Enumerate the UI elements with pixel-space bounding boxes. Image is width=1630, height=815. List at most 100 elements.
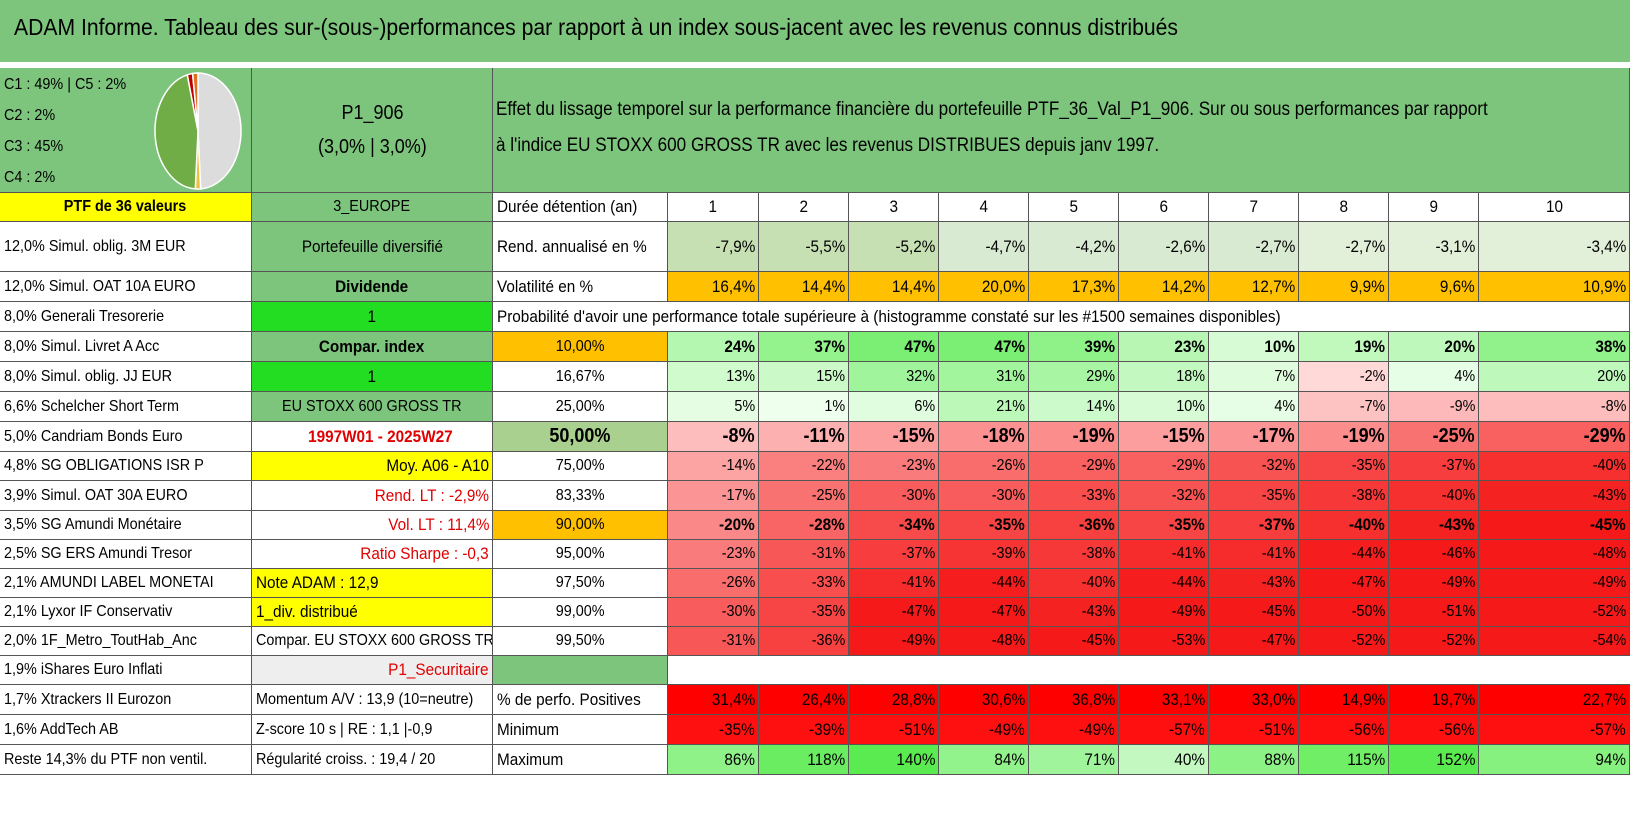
probability-value-text: -40% (1592, 457, 1626, 474)
maximum-value-text: 152% (1435, 749, 1475, 769)
probability-value: -40% (1299, 511, 1389, 540)
probability-value: -38% (1299, 481, 1389, 511)
probability-value: -37% (849, 540, 939, 569)
probability-value: 37% (759, 332, 849, 362)
pie-slice-c3 (154, 73, 199, 190)
return-value-text: -5,5% (805, 236, 845, 256)
return-value: -5,5% (759, 222, 849, 272)
compare-index-label: Compar. index (252, 332, 493, 362)
year-header: 4 (939, 193, 1029, 222)
probability-value-text: -23% (721, 545, 755, 562)
probability-value-text: 29% (1086, 367, 1115, 385)
probability-value-text: -25% (811, 486, 845, 504)
probability-value-text: -2% (1359, 367, 1385, 385)
threshold-pct: 97,50% (493, 569, 668, 598)
minimum-value: -56% (1299, 715, 1389, 745)
probability-value: -11% (759, 422, 849, 452)
probability-value: -18% (939, 422, 1029, 452)
probability-value: -35% (1209, 481, 1299, 511)
threshold-pct-text: 95,00% (555, 545, 605, 562)
probability-value-text: -15% (1162, 425, 1205, 447)
probability-value: -30% (849, 481, 939, 511)
holding-row: 12,0% Simul. OAT 10A EURO (0, 272, 252, 302)
maximum-value-text: 40% (1174, 749, 1205, 769)
probability-value-text: -19% (1342, 425, 1385, 447)
momentum-info: Momentum A/V : 13,9 (10=neutre) (252, 685, 493, 715)
zscore-info-text: Z-score 10 s | RE : 1,1 |-0,9 (256, 720, 433, 738)
year-header-text: 6 (1159, 197, 1168, 216)
threshold-pct: 10,00% (493, 332, 668, 362)
probability-value: -41% (849, 569, 939, 598)
probability-value-text: -39% (991, 545, 1025, 562)
threshold-pct: 99,00% (493, 598, 668, 627)
positive-value-text: 28,8% (891, 689, 935, 709)
index-flag-2-text: 1 (367, 366, 377, 386)
probability-value: 31% (939, 362, 1029, 392)
volatility-value-text: 14,4% (801, 276, 845, 296)
income-type: Dividende (252, 272, 493, 302)
holding-row-text: 3,9% Simul. OAT 30A EURO (4, 486, 188, 504)
volatility-value-text: 16,4% (711, 276, 755, 296)
probability-value: 5% (668, 392, 759, 422)
return-value: -2,6% (1119, 222, 1209, 272)
probability-value: -47% (849, 598, 939, 627)
holdings-header-text: PTF de 36 valeurs (64, 198, 187, 215)
holding-row-text: 2,0% 1F_Metro_ToutHab_Anc (4, 632, 197, 649)
volatility-value: 10,9% (1479, 272, 1630, 302)
return-value: -3,1% (1389, 222, 1479, 272)
portfolio-code-block: P1_906 (3,0% | 3,0%) (252, 68, 493, 193)
volatility-value: 14,4% (849, 272, 939, 302)
average-window-text: Moy. A06 - A10 (386, 456, 489, 475)
holding-row-text: 8,0% Simul. oblig. JJ EUR (4, 367, 173, 385)
minimum-value: -49% (939, 715, 1029, 745)
probability-value-text: -40% (1441, 486, 1475, 504)
probability-value: -20% (668, 511, 759, 540)
probability-value: -26% (939, 452, 1029, 481)
volatility-value: 9,6% (1389, 272, 1479, 302)
holding-period-label: Durée détention (an) (493, 193, 668, 222)
pie-slice-c1 (197, 72, 242, 190)
probability-value: -32% (1119, 481, 1209, 511)
threshold-pct: 75,00% (493, 452, 668, 481)
holding-row: Reste 14,3% du PTF non ventil. (0, 745, 252, 775)
year-header-text: 2 (799, 197, 808, 216)
probability-value: -37% (1209, 511, 1299, 540)
probability-value: -9% (1389, 392, 1479, 422)
return-value-text: -2,6% (1165, 236, 1205, 256)
description-line-1: Effet du lissage temporel sur la perform… (496, 99, 1488, 120)
profile-label-text: P1_Securitaire (388, 660, 489, 679)
probability-value-text: -19% (1072, 425, 1115, 447)
probability-value: -48% (1479, 540, 1630, 569)
probability-value-text: -48% (1592, 545, 1626, 562)
probability-value-text: -18% (982, 425, 1025, 447)
probability-value-text: -45% (1081, 632, 1115, 649)
probability-value: -50% (1299, 598, 1389, 627)
maximum-value-text: 86% (724, 749, 755, 769)
year-header: 3 (849, 193, 939, 222)
probability-value: -47% (939, 598, 1029, 627)
probability-value: -32% (1209, 452, 1299, 481)
probability-value: 21% (939, 392, 1029, 422)
probability-value-text: 10% (1176, 397, 1205, 415)
holding-row: 4,8% SG OBLIGATIONS ISR P (0, 452, 252, 481)
minimum-value-text: -39% (809, 719, 845, 739)
positive-value: 30,6% (939, 685, 1029, 715)
probability-value-text: -29% (1583, 425, 1626, 447)
pie-label-3: C3 : 45% (4, 138, 64, 155)
volatility-value: 14,4% (759, 272, 849, 302)
holding-row: 5,0% Candriam Bonds Euro (0, 422, 252, 452)
maximum-value: 88% (1209, 745, 1299, 775)
return-value: -3,4% (1479, 222, 1630, 272)
probability-value: -25% (1389, 422, 1479, 452)
probability-value: -49% (1119, 598, 1209, 627)
dividend-mode: 1_div. distribué (252, 598, 493, 627)
probability-value-text: -49% (1592, 574, 1626, 591)
return-value: -4,7% (939, 222, 1029, 272)
threshold-pct: 83,33% (493, 481, 668, 511)
holding-period-label-text: Durée détention (an) (497, 197, 638, 216)
probability-value-text: -30% (901, 486, 935, 504)
probability-value-text: -35% (1169, 515, 1205, 534)
positive-value-text: 33,0% (1251, 689, 1295, 709)
volatility-value-text: 14,4% (891, 276, 935, 296)
